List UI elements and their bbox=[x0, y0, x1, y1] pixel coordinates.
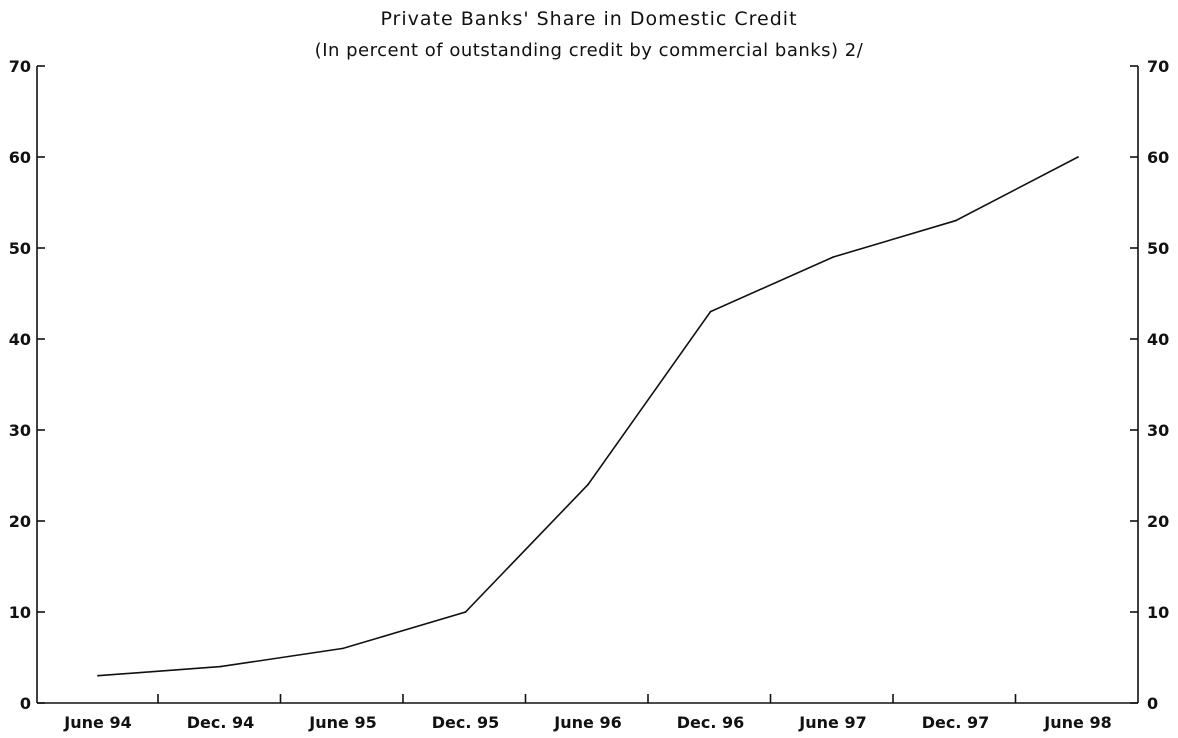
y-tick-label-right: 0 bbox=[1147, 694, 1158, 713]
data-point bbox=[709, 310, 712, 313]
x-tick-label: June 94 bbox=[63, 713, 131, 732]
x-tick-label: June 96 bbox=[553, 713, 621, 732]
data-point bbox=[97, 674, 99, 677]
data-point bbox=[219, 665, 222, 668]
ticks: 0 0 10 10 20 20 30 30 40 40 50 50 60 60 70 70 June 94 Dec… bbox=[9, 57, 1170, 732]
series-line-0 bbox=[97, 156, 1079, 677]
y-tick-label-right: 30 bbox=[1147, 421, 1169, 440]
x-tick-label: June 95 bbox=[308, 713, 376, 732]
data-point bbox=[464, 611, 467, 613]
chart-title: Private Banks' Share in Domestic Credit bbox=[380, 8, 797, 30]
data-point bbox=[954, 219, 957, 222]
data-point bbox=[832, 256, 834, 258]
chart-subtitle: (In percent of outstanding credit by com… bbox=[315, 40, 864, 61]
data-point bbox=[342, 647, 344, 650]
y-tick-label-left: 0 bbox=[20, 694, 31, 713]
data-point bbox=[1077, 156, 1079, 158]
x-tick-label: June 98 bbox=[1043, 713, 1111, 732]
y-tick-label-left: 30 bbox=[9, 421, 31, 440]
y-tick-label-right: 50 bbox=[1147, 239, 1169, 258]
y-tick-label-right: 20 bbox=[1147, 512, 1169, 531]
x-tick-label: Dec. 96 bbox=[677, 713, 745, 732]
y-tick-label-right: 40 bbox=[1147, 330, 1169, 349]
y-tick-label-left: 70 bbox=[9, 57, 31, 76]
x-tick-label: June 97 bbox=[798, 713, 866, 732]
x-tick-label: Dec. 97 bbox=[922, 713, 990, 732]
y-tick-label-left: 60 bbox=[9, 148, 31, 167]
y-tick-label-left: 20 bbox=[9, 512, 31, 531]
y-tick-label-left: 50 bbox=[9, 239, 31, 258]
axes bbox=[36, 66, 1139, 704]
y-tick-label-left: 10 bbox=[9, 603, 31, 622]
y-tick-label-right: 70 bbox=[1147, 57, 1169, 76]
x-tick-label: Dec. 95 bbox=[432, 713, 500, 732]
x-tick-label: Dec. 94 bbox=[187, 713, 255, 732]
series bbox=[97, 156, 1079, 677]
data-point bbox=[587, 483, 589, 486]
y-tick-label-left: 40 bbox=[9, 330, 31, 349]
y-tick-label-right: 60 bbox=[1147, 148, 1169, 167]
y-tick-label-right: 10 bbox=[1147, 603, 1169, 622]
